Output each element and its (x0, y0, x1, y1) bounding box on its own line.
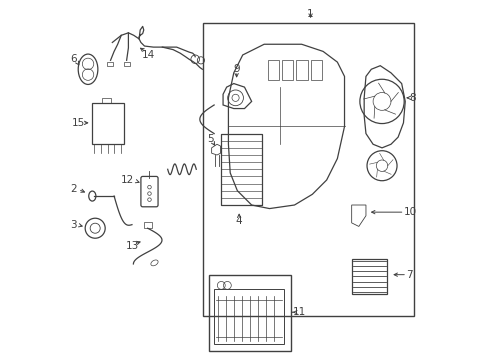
Bar (91, 103, 123, 144)
Text: 15: 15 (71, 118, 84, 128)
Text: 3: 3 (70, 220, 77, 230)
Bar (208, 275, 290, 351)
Text: 10: 10 (403, 207, 416, 217)
Text: 13: 13 (125, 241, 138, 251)
Text: 9: 9 (233, 64, 240, 74)
Bar (282, 60, 293, 80)
Bar (221, 134, 262, 205)
Bar (107, 62, 113, 66)
Text: 12: 12 (120, 175, 134, 185)
Bar (310, 60, 322, 80)
Bar (123, 62, 130, 66)
Bar (214, 289, 283, 344)
Text: 5: 5 (207, 134, 213, 144)
Bar (296, 60, 307, 80)
Bar (143, 222, 151, 228)
Text: 11: 11 (293, 307, 306, 317)
Bar (267, 60, 279, 80)
Text: 4: 4 (235, 216, 242, 226)
Text: 6: 6 (70, 54, 77, 64)
Text: 14: 14 (141, 50, 154, 60)
Text: 7: 7 (406, 270, 412, 280)
Bar (102, 98, 111, 103)
Text: 8: 8 (408, 93, 415, 103)
Bar (203, 23, 413, 316)
Text: 2: 2 (70, 184, 77, 194)
Bar (351, 258, 386, 294)
Text: 1: 1 (306, 9, 313, 19)
